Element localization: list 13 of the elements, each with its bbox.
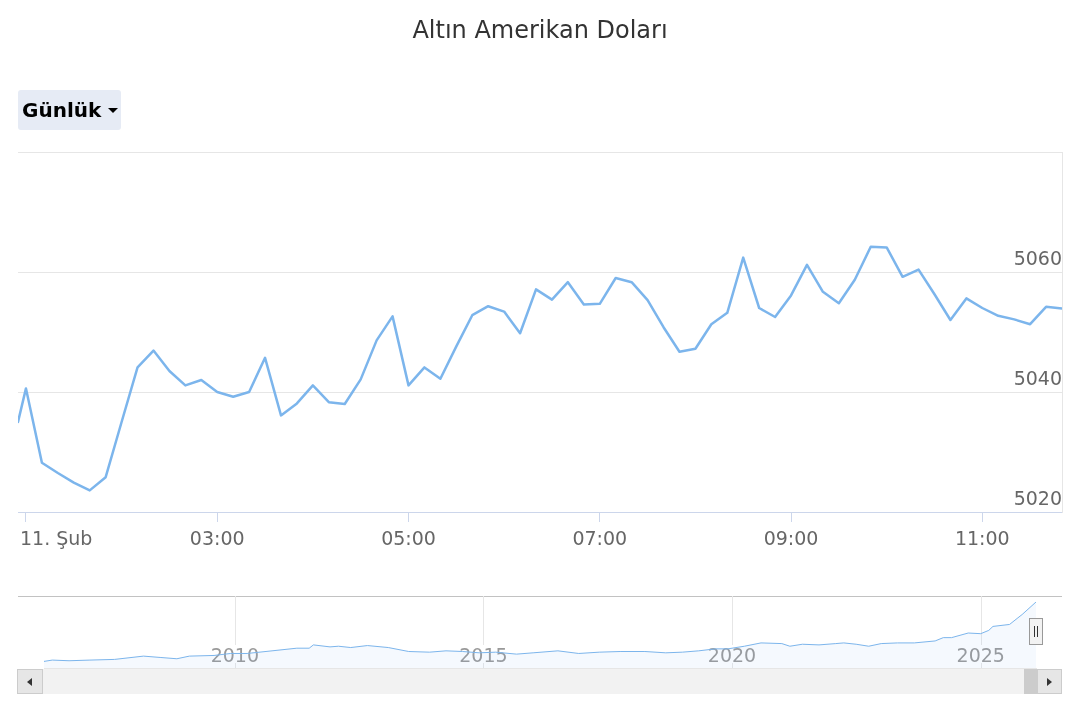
chart-title: Altın Amerikan Doları	[411, 15, 669, 46]
y-tick-label: 5020	[1013, 486, 1062, 509]
x-tick-label: 2025	[956, 643, 1005, 666]
x-tick-label: 03:00	[189, 527, 245, 549]
y-tick-label: 5040	[1013, 366, 1062, 389]
x-tick-label: 11. Şub	[20, 527, 93, 549]
x-tick-label: 2020	[707, 643, 757, 666]
x-tick-label: 07:00	[572, 527, 628, 549]
dropdown-button: Günlük	[18, 90, 121, 130]
x-tick-label: 05:00	[381, 527, 436, 549]
x-tick-label: 09:00	[763, 527, 819, 549]
y-tick-label: 5060	[1013, 246, 1062, 269]
x-tick-label: 11:00	[954, 527, 1010, 549]
